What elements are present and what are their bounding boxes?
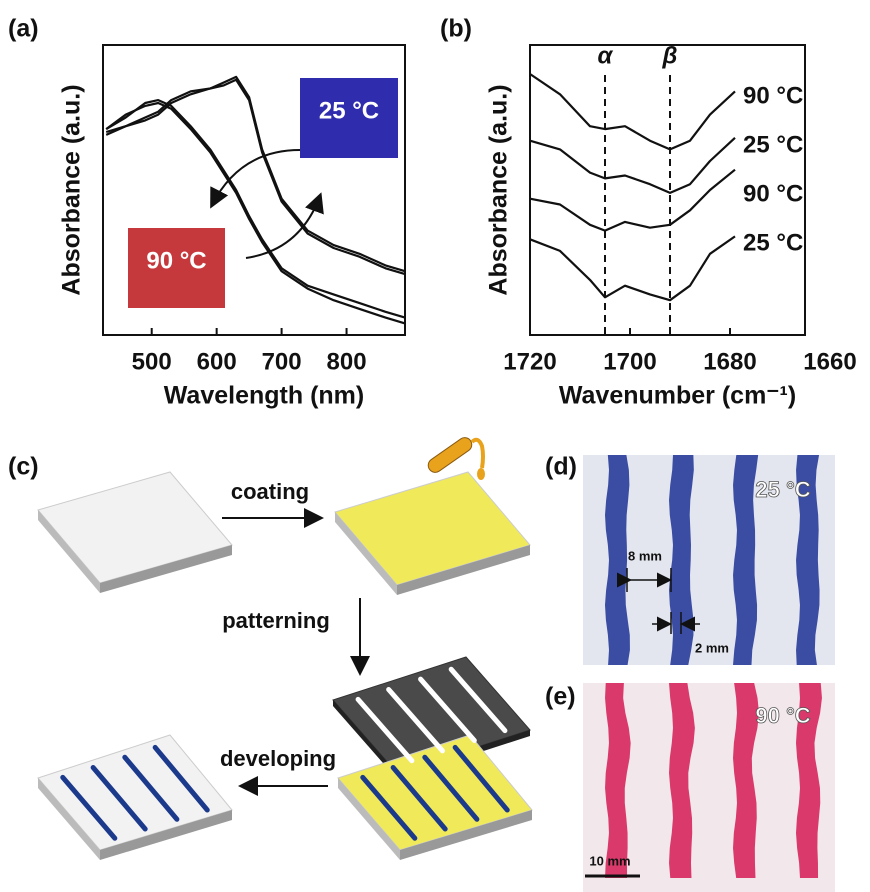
x-axis-label: Wavelength (nm) — [164, 382, 364, 410]
panel-label: (b) — [440, 15, 472, 43]
step-label: patterning — [222, 608, 330, 633]
line-series — [530, 74, 735, 149]
temperature-label: 90 °C — [755, 703, 810, 728]
x-tick-label: 1700 — [603, 348, 656, 375]
y-axis-label: Absorbance (a.u.) — [58, 84, 86, 295]
yellow-slab — [335, 472, 530, 595]
panel-label: (a) — [8, 15, 39, 43]
patterned-slab — [38, 735, 232, 860]
step-label: developing — [220, 746, 336, 771]
dropper-icon — [426, 435, 485, 480]
line-series — [530, 138, 735, 193]
dimension-label: 8 mm — [628, 548, 662, 563]
line-series — [530, 236, 735, 300]
panel-label: (d) — [545, 453, 577, 481]
series-label: 90 °C — [743, 82, 803, 109]
marker-label: β — [662, 42, 678, 69]
x-tick-label: 1660 — [803, 348, 856, 375]
x-tick-label: 600 — [197, 348, 237, 375]
white-slab — [38, 472, 232, 593]
x-tick-label: 1680 — [703, 348, 756, 375]
marker-label: α — [598, 42, 614, 69]
series-label: 25 °C — [743, 131, 803, 158]
step-label: coating — [231, 479, 309, 504]
annotation: 90 °C — [146, 247, 206, 274]
page: (c) coating patterning developing (d) (e… — [0, 0, 870, 892]
y-axis-label: Absorbance (a.u.) — [485, 84, 513, 295]
x-tick-label: 700 — [262, 348, 302, 375]
coated-slab — [338, 735, 532, 860]
x-tick-label: 1720 — [503, 348, 556, 375]
panel-label: (e) — [545, 683, 576, 711]
x-tick-label: 500 — [132, 348, 172, 375]
series-label: 25 °C — [743, 229, 803, 256]
series-label: 90 °C — [743, 180, 803, 207]
annotation: 25 °C — [319, 97, 379, 124]
x-tick-label: 800 — [327, 348, 367, 375]
figure: (c) coating patterning developing (d) (e… — [0, 0, 870, 892]
x-axis-label: Wavenumber (cm⁻¹) — [559, 382, 796, 410]
dimension-label: 2 mm — [695, 640, 729, 655]
scale-bar-label: 10 mm — [589, 853, 630, 868]
temperature-label: 25 °C — [755, 477, 810, 502]
panel-label: (c) — [8, 453, 39, 481]
arrow — [246, 196, 320, 258]
